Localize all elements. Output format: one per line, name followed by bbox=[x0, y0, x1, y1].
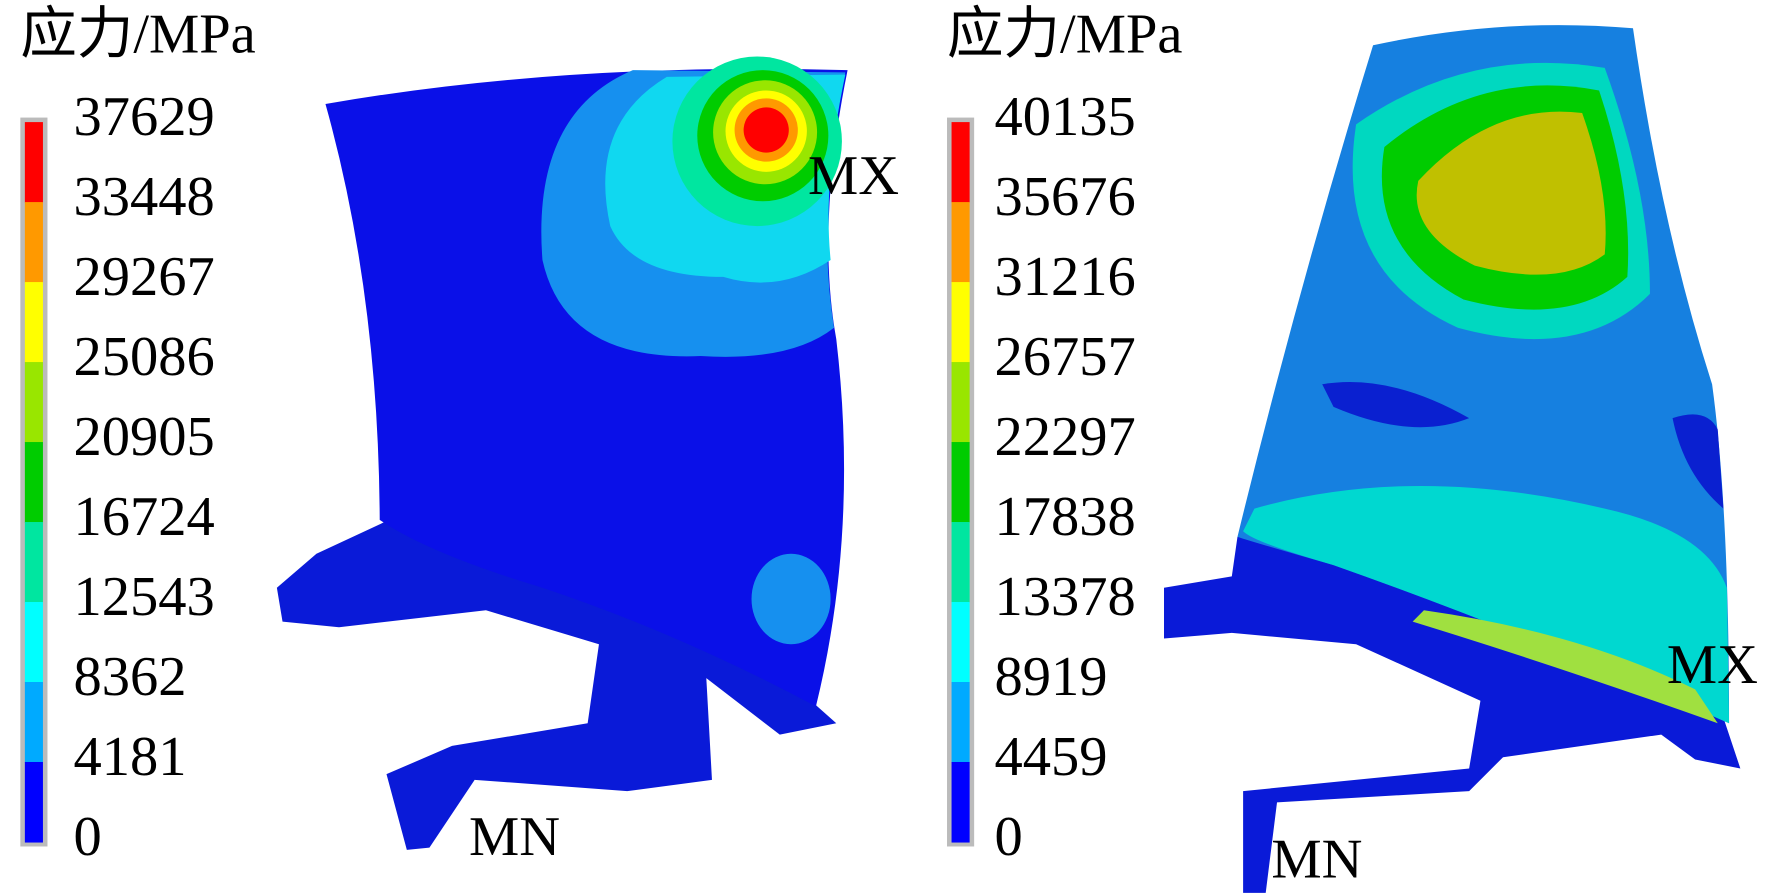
max-marker: MX bbox=[808, 145, 899, 207]
level-label: 29267 bbox=[73, 246, 214, 308]
level-label: 8919 bbox=[994, 646, 1107, 708]
colorbar-band bbox=[24, 602, 43, 683]
colorbar-band bbox=[24, 282, 43, 363]
level-label: 0 bbox=[73, 806, 101, 868]
level-label: 22297 bbox=[994, 406, 1135, 468]
level-label: 37629 bbox=[73, 86, 214, 148]
level-label: 26757 bbox=[994, 326, 1135, 388]
left-model bbox=[276, 56, 848, 850]
colorbar-band bbox=[24, 202, 43, 283]
colorbar-band bbox=[951, 282, 970, 363]
colorbar-band bbox=[951, 522, 970, 603]
level-label: 35676 bbox=[994, 166, 1135, 228]
level-label: 8362 bbox=[73, 646, 186, 708]
right-root bbox=[1164, 536, 1741, 893]
colorbar-band bbox=[951, 602, 970, 683]
colorbar-band bbox=[24, 761, 43, 843]
unit-label: 应力/MPa bbox=[20, 4, 255, 66]
left-contour-root bbox=[751, 553, 831, 645]
level-label: 13378 bbox=[994, 566, 1135, 628]
level-label: 31216 bbox=[994, 246, 1135, 308]
colorbar-band bbox=[951, 761, 970, 843]
colorbar-band bbox=[951, 122, 970, 203]
level-label: 17838 bbox=[994, 486, 1135, 548]
colorbar-band bbox=[24, 442, 43, 523]
level-label: 12543 bbox=[73, 566, 214, 628]
left-root bbox=[276, 522, 837, 850]
level-label: 0 bbox=[994, 806, 1022, 868]
min-marker: MN bbox=[1271, 829, 1362, 891]
right-contour-5 bbox=[1416, 111, 1606, 275]
colorbar-band bbox=[24, 362, 43, 443]
right-low-patch-2 bbox=[1672, 414, 1724, 509]
colorbar-band bbox=[951, 362, 970, 443]
level-label: 16724 bbox=[73, 486, 214, 548]
level-label: 4181 bbox=[73, 726, 186, 788]
min-marker: MN bbox=[469, 806, 560, 868]
legends: 应力/MPa 37629 33448 29267 25086 20905 16724 1254… bbox=[20, 4, 1758, 891]
right-low-patch bbox=[1322, 382, 1470, 428]
right-contour-2 bbox=[1412, 610, 1718, 724]
level-label: 33448 bbox=[73, 166, 214, 228]
unit-label: 应力/MPa bbox=[947, 4, 1182, 66]
colorbar-band bbox=[24, 122, 43, 203]
colorbar-band bbox=[24, 681, 43, 763]
colorbar-band bbox=[951, 202, 970, 283]
level-label: 40135 bbox=[994, 86, 1135, 148]
max-marker: MX bbox=[1667, 634, 1758, 696]
level-label: 4459 bbox=[994, 726, 1107, 788]
colorbar-band bbox=[951, 681, 970, 763]
level-label: 20905 bbox=[73, 406, 214, 468]
colorbar-band bbox=[951, 442, 970, 523]
left-contour-8 bbox=[743, 107, 789, 153]
level-label: 25086 bbox=[73, 326, 214, 388]
colorbar-band bbox=[24, 522, 43, 603]
right-model bbox=[1164, 25, 1741, 893]
